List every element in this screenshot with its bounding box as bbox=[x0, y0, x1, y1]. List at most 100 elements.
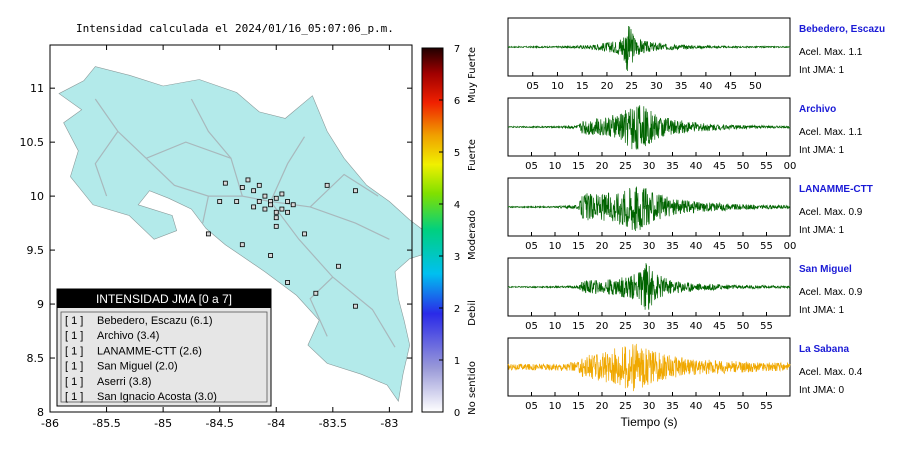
x-tick-label: -86 bbox=[41, 417, 59, 430]
road-line bbox=[94, 131, 119, 197]
waveform-tick-label: 25 bbox=[619, 161, 632, 172]
colorbar-tick-label: 6 bbox=[454, 96, 460, 107]
waveform-tick-label: 35 bbox=[666, 241, 679, 252]
waveform-tick-label: 35 bbox=[675, 81, 688, 92]
waveform-tick-label: 40 bbox=[690, 241, 703, 252]
y-tick-label: 10.5 bbox=[20, 136, 45, 149]
waveform-tick-label: 45 bbox=[713, 401, 726, 412]
colorbar-tick-label: 2 bbox=[454, 304, 460, 315]
legend-row-level: [ 1 ] bbox=[65, 391, 83, 403]
station-jma-intensity: Int JMA: 0 bbox=[799, 385, 844, 396]
waveform-tick-label: 05 bbox=[525, 161, 538, 172]
station-jma-intensity: Int JMA: 1 bbox=[799, 145, 844, 156]
waveform-tick-label: 20 bbox=[596, 321, 609, 332]
map-title: Intensidad calculada el 2024/01/16_05:07… bbox=[76, 22, 394, 35]
waveform-tick-label: 55 bbox=[760, 321, 773, 332]
station-markers bbox=[205, 177, 358, 309]
waveform-tick-label: 55 bbox=[760, 161, 773, 172]
waveform-tick-label: 20 bbox=[596, 161, 609, 172]
station-marker bbox=[245, 177, 251, 183]
waveform-tick-label: 40 bbox=[690, 161, 703, 172]
legend-title: INTENSIDAD JMA [0 a 7] bbox=[96, 292, 232, 306]
colorbar-tick-label: 5 bbox=[454, 148, 460, 159]
station-marker bbox=[222, 180, 228, 186]
waveform-tick-label: 00 bbox=[784, 241, 797, 252]
station-jma-intensity: Int JMA: 1 bbox=[799, 305, 844, 316]
colorbar-tick-label: 3 bbox=[454, 252, 460, 263]
station-max-accel: Acel. Max. 0.4 bbox=[799, 367, 863, 378]
waveform-trace bbox=[507, 263, 791, 310]
road-network bbox=[94, 98, 396, 348]
costa-rica-land bbox=[58, 66, 438, 402]
x-tick-label: -83 bbox=[380, 417, 398, 430]
station-marker bbox=[336, 263, 341, 269]
waveform-tick-label: 45 bbox=[713, 241, 726, 252]
waveform-trace bbox=[507, 186, 791, 232]
station-marker bbox=[268, 253, 273, 258]
waveform-panel: 05 10 15 20 25 30 35 40 45 50 55 La Sabana Acel. Max… bbox=[507, 337, 863, 429]
station-marker bbox=[285, 199, 290, 204]
waveform-tick-label: 25 bbox=[619, 321, 632, 332]
waveform-tick-label: 45 bbox=[713, 161, 726, 172]
waveform-tick-label: 00 bbox=[784, 161, 797, 172]
legend-box bbox=[56, 288, 272, 407]
y-tick-label: 8 bbox=[37, 406, 44, 419]
y-tick-label: 10 bbox=[30, 190, 44, 203]
station-marker bbox=[205, 231, 211, 237]
station-marker bbox=[262, 193, 268, 199]
station-name: San Miguel bbox=[799, 264, 852, 275]
road-line bbox=[309, 173, 379, 208]
station-marker bbox=[279, 191, 285, 197]
station-marker bbox=[251, 204, 257, 210]
legend-row-station: LANAMME-CTT (2.6) bbox=[97, 345, 202, 357]
waveform-tick-label: 40 bbox=[690, 401, 703, 412]
x-tick-label: -85.5 bbox=[92, 417, 120, 430]
waveform-tick-label: 25 bbox=[619, 241, 632, 252]
station-marker bbox=[273, 195, 279, 201]
waveform-tick-label: 25 bbox=[625, 81, 638, 92]
station-max-accel: Acel. Max. 1.1 bbox=[799, 47, 863, 58]
waveform-tick-label: 30 bbox=[643, 401, 656, 412]
legend-row-level: [ 1 ] bbox=[65, 361, 83, 373]
waveform-tick-label: 10 bbox=[549, 161, 562, 172]
waveform-tick-label: 30 bbox=[650, 81, 663, 92]
legend-row-level: [ 1 ] bbox=[65, 345, 83, 357]
road-line bbox=[202, 195, 209, 224]
waveform-tick-label: 55 bbox=[760, 241, 773, 252]
station-marker bbox=[256, 199, 262, 204]
station-marker bbox=[273, 215, 279, 221]
x-tick-label: -83.5 bbox=[319, 417, 347, 430]
y-tick-label: 9 bbox=[37, 298, 44, 311]
x-tick-label: -85 bbox=[154, 417, 172, 430]
colorbar-tick-label: 1 bbox=[454, 356, 460, 367]
waveform-tick-label: 05 bbox=[525, 321, 538, 332]
x-tick-label: -84 bbox=[267, 417, 285, 430]
waveform-tick-label: 35 bbox=[666, 161, 679, 172]
waveform-tick-label: 30 bbox=[643, 321, 656, 332]
legend-row-station: San Miguel (2.0) bbox=[97, 361, 178, 373]
station-max-accel: Acel. Max. 1.1 bbox=[799, 127, 863, 138]
station-marker bbox=[273, 209, 279, 215]
y-tick-label: 8.5 bbox=[27, 352, 45, 365]
colorbar-category-label: No sentido bbox=[467, 361, 478, 415]
waveform-tick-label: 05 bbox=[525, 241, 538, 252]
station-marker bbox=[324, 182, 330, 188]
waveform-tick-label: 50 bbox=[737, 161, 750, 172]
station-name: Bebedero, Escazu bbox=[799, 24, 885, 35]
station-name: La Sabana bbox=[799, 344, 849, 355]
waveform-trace bbox=[507, 105, 791, 150]
station-max-accel: Acel. Max. 0.9 bbox=[799, 207, 863, 218]
waveform-trace bbox=[507, 25, 791, 72]
map-panel: -86 -85.5 -85 -84.5 -84 -83.5 -83 11 10.5 10 9.5 9 8… bbox=[20, 44, 438, 430]
waveform-panel: 05 10 15 20 25 30 35 40 45 50 Bebedero, Escazu Acel… bbox=[507, 17, 885, 92]
waveform-tick-label: 50 bbox=[749, 81, 762, 92]
station-jma-intensity: Int JMA: 1 bbox=[799, 65, 844, 76]
intensity-legend: INTENSIDAD JMA [0 a 7] [ 1 ] Bebedero, Esc… bbox=[56, 288, 272, 407]
waveform-tick-label: 45 bbox=[724, 81, 737, 92]
legend-row-station: Bebedero, Escazu (6.1) bbox=[97, 315, 213, 327]
station-marker bbox=[353, 303, 358, 309]
legend-row-station: Archivo (3.4) bbox=[97, 330, 159, 342]
station-marker bbox=[290, 202, 296, 208]
waveform-tick-label: 35 bbox=[666, 321, 679, 332]
